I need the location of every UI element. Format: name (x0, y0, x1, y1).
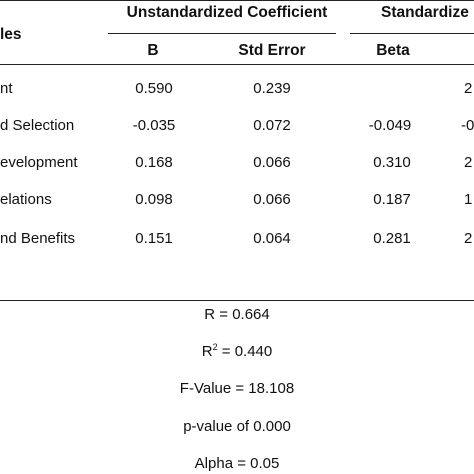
table-bottom-rule (0, 300, 474, 301)
row-label: nd Benefits (0, 230, 76, 247)
header-b: B (147, 42, 159, 59)
r-value: R = 0.664 (204, 306, 270, 323)
r-squared-value: R2 = 0.440 (0, 342, 474, 361)
row-std-error: 0.066 (253, 191, 291, 208)
header-std-error: Std Error (238, 42, 306, 59)
row-extra: 2 (464, 230, 473, 247)
row-extra: -0 (461, 117, 474, 134)
row-b: 0.098 (135, 191, 173, 208)
header-bottom-rule (0, 64, 474, 65)
row-extra: 2 (464, 80, 473, 97)
header-unstandardized-coefficient: Unstandardized Coefficient (126, 4, 328, 21)
row-b: 0.151 (135, 230, 173, 247)
row-extra: 1 (464, 191, 473, 208)
row-beta: 0.281 (373, 230, 411, 247)
row-label: nt (0, 80, 13, 97)
row-b: 0.590 (135, 80, 173, 97)
r-squared-number: = 0.440 (217, 343, 273, 360)
row-beta: 0.310 (373, 154, 411, 171)
row-label: d Selection (0, 117, 75, 134)
row-std-error: 0.239 (253, 80, 291, 97)
row-b: 0.168 (135, 154, 173, 171)
header-variables: les (0, 26, 22, 43)
row-beta: 0.187 (373, 191, 411, 208)
r-squared-base: R (201, 343, 213, 360)
row-std-error: 0.072 (253, 117, 291, 134)
header-mid-rule (108, 33, 336, 34)
row-extra: 2 (464, 154, 473, 171)
row-label: evelopment (0, 154, 78, 171)
f-value: F-Value = 18.108 (179, 380, 295, 397)
header-beta: Beta (376, 42, 410, 59)
row-b: -0.035 (132, 117, 176, 134)
header-mid-rule-2 (350, 33, 474, 34)
p-value: p-value of 0.000 (183, 418, 291, 435)
row-label: elations (0, 191, 52, 208)
row-std-error: 0.064 (253, 230, 291, 247)
header-standardized-coefficient: Standardize (381, 4, 469, 21)
row-beta: -0.049 (368, 117, 412, 134)
row-std-error: 0.066 (253, 154, 291, 171)
table-top-rule (0, 0, 474, 1)
alpha-value: Alpha = 0.05 (194, 455, 280, 472)
r-squared-exponent: 2 (212, 342, 218, 352)
